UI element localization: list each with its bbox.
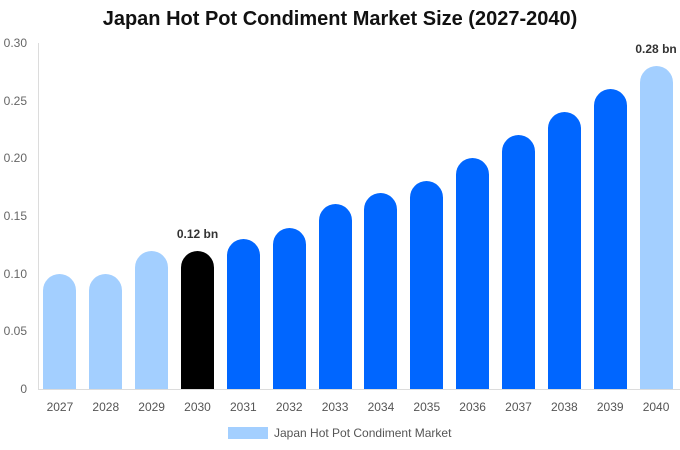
bar-2034[interactable]	[364, 192, 398, 389]
x-tick-label: 2034	[367, 400, 395, 414]
x-tick-label: 2032	[275, 400, 303, 414]
bar-2039[interactable]	[593, 89, 627, 389]
bar-2035[interactable]	[410, 181, 444, 389]
bar-2038[interactable]	[547, 112, 581, 389]
bar-2030[interactable]	[181, 250, 214, 389]
x-tick-label: 2035	[413, 400, 441, 414]
x-tick-label: 2033	[321, 400, 349, 414]
y-tick-label: 0.20	[3, 151, 27, 166]
y-tick-label: 0.30	[3, 36, 27, 50]
plot-area	[38, 43, 680, 389]
bar-2033[interactable]	[318, 204, 352, 389]
x-tick-label: 2039	[596, 400, 624, 414]
y-tick-label: 0.25	[3, 93, 27, 108]
y-tick-label: 0.15	[3, 209, 27, 223]
x-axis-line	[38, 389, 680, 390]
x-tick-label: 2038	[550, 400, 578, 414]
x-tick-label: 2040	[642, 400, 670, 414]
bar-2036[interactable]	[456, 158, 490, 389]
bar-2029[interactable]	[135, 250, 169, 389]
x-tick-label: 2037	[505, 400, 532, 414]
bar-2031[interactable]	[226, 239, 260, 389]
x-tick-label: 2030	[184, 400, 211, 414]
x-tick-label: 2029	[138, 400, 165, 414]
bar-2040[interactable]	[639, 66, 673, 389]
x-tick-label: 2027	[46, 400, 74, 414]
legend-swatch	[228, 427, 268, 439]
y-tick-label: 0.10	[3, 266, 27, 281]
bar-2037[interactable]	[502, 135, 535, 389]
legend-label: Japan Hot Pot Condiment Market	[274, 426, 452, 440]
data-label: 0.28 bn	[635, 42, 677, 57]
bar-2027[interactable]	[43, 273, 77, 389]
y-tick-label: 0	[20, 382, 27, 396]
bar-2028[interactable]	[89, 273, 123, 389]
chart-title: Japan Hot Pot Condiment Market Size (202…	[102, 8, 578, 30]
y-axis-line	[38, 43, 39, 389]
x-tick-label: 2031	[229, 400, 257, 414]
x-tick-label: 2028	[92, 400, 120, 414]
legend[interactable]: Japan Hot Pot Condiment Market	[228, 426, 451, 440]
data-label: 0.12 bn	[176, 226, 219, 241]
bar-2032[interactable]	[272, 227, 306, 389]
y-tick-label: 0.05	[3, 324, 27, 339]
x-tick-label: 2036	[459, 400, 486, 414]
